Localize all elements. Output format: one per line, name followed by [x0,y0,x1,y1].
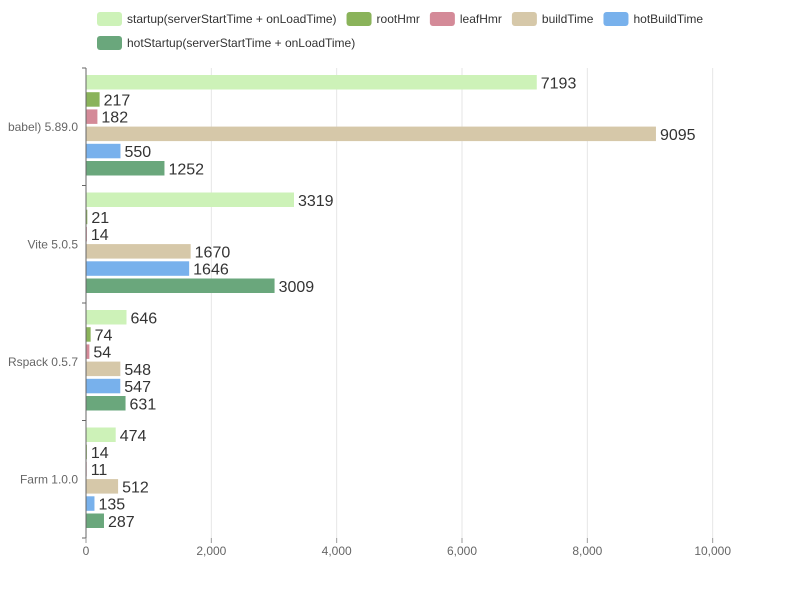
x-tick-label-0: 0 [83,544,90,558]
legend-swatch-2 [429,12,455,26]
legend-label-4: hotBuildTime [633,12,703,26]
x-tick-label-5: 10,000 [694,544,731,558]
bar-0-5 [86,161,165,176]
y-tick-label-3: Farm 1.0.0 [20,472,78,486]
value-label-2-1: 74 [95,327,113,344]
value-label-3-4: 135 [98,497,125,514]
legend-swatch-4 [603,12,629,26]
value-label-0-3: 9095 [660,127,696,144]
bar-0-3 [86,126,656,142]
legend-label-5: hotStartup(serverStartTime + onLoadTime) [127,36,355,50]
value-label-3-0: 474 [120,428,147,445]
value-label-1-5: 3009 [279,279,315,296]
bar-0-1 [86,92,100,107]
y-tick-label-1: Vite 5.0.5 [28,237,79,251]
bar-3-3 [86,479,119,494]
bar-1-1 [86,209,88,225]
value-label-3-1: 14 [91,445,109,462]
bar-3-4 [86,496,95,511]
bar-0-4 [86,143,121,159]
legend-label-1: rootHmr [377,12,420,26]
bar-1-5 [86,278,275,293]
legend-label-0: startup(serverStartTime + onLoadTime) [127,12,337,26]
bar-2-0 [86,310,127,325]
bars: 7193217182909555012523319211416701646300… [86,75,696,531]
x-tick-label-4: 8,000 [572,544,602,558]
bar-2-3 [86,361,121,377]
bar-2-1 [86,327,91,342]
legend: startup(serverStartTime + onLoadTime) roo… [97,12,703,50]
legend-swatch-5 [97,36,122,50]
bar-0-2 [86,109,98,124]
value-label-2-4: 547 [124,379,151,396]
y-tick-label-0: babel) 5.89.0 [8,120,78,134]
bar-2-2 [86,344,90,359]
axes: babel) 5.89.0 Vite 5.0.5 Rspack 0.5.7 Farm … [8,67,731,558]
value-label-1-1: 21 [91,210,109,227]
value-label-1-3: 1670 [195,244,231,261]
bar-2-4 [86,378,121,394]
value-label-1-0: 3319 [298,193,334,210]
bar-3-5 [86,513,104,528]
bar-1-3 [86,244,191,259]
legend-swatch-3 [511,12,537,26]
value-label-1-2: 14 [91,227,109,244]
legend-label-3: buildTime [542,12,594,26]
value-label-0-0: 7193 [541,75,577,92]
value-label-2-0: 646 [130,310,157,327]
x-tick-label-3: 6,000 [447,544,477,558]
value-label-3-5: 287 [108,514,135,531]
x-tick-label-2: 4,000 [322,544,352,558]
value-label-0-2: 182 [101,110,128,127]
bar-3-0 [86,427,116,442]
value-label-3-3: 512 [122,479,149,496]
value-label-2-3: 548 [124,362,151,379]
legend-label-2: leafHmr [460,12,502,26]
value-label-2-2: 54 [93,345,111,362]
value-label-2-5: 631 [130,396,157,413]
bar-1-0 [86,192,294,207]
value-label-0-4: 550 [124,144,151,161]
value-label-3-2: 11 [91,462,108,479]
value-label-0-1: 217 [104,92,131,109]
value-label-0-5: 1252 [168,161,204,178]
grid-lines [210,68,714,538]
legend-swatch-1 [346,12,372,26]
bar-1-4 [86,261,190,276]
legend-swatch-0 [97,12,122,26]
value-label-1-4: 1646 [193,262,229,279]
x-tick-label-1: 2,000 [196,544,226,558]
bar-0-0 [86,75,537,90]
bar-2-5 [86,396,126,411]
y-tick-label-2: Rspack 0.5.7 [8,355,78,369]
